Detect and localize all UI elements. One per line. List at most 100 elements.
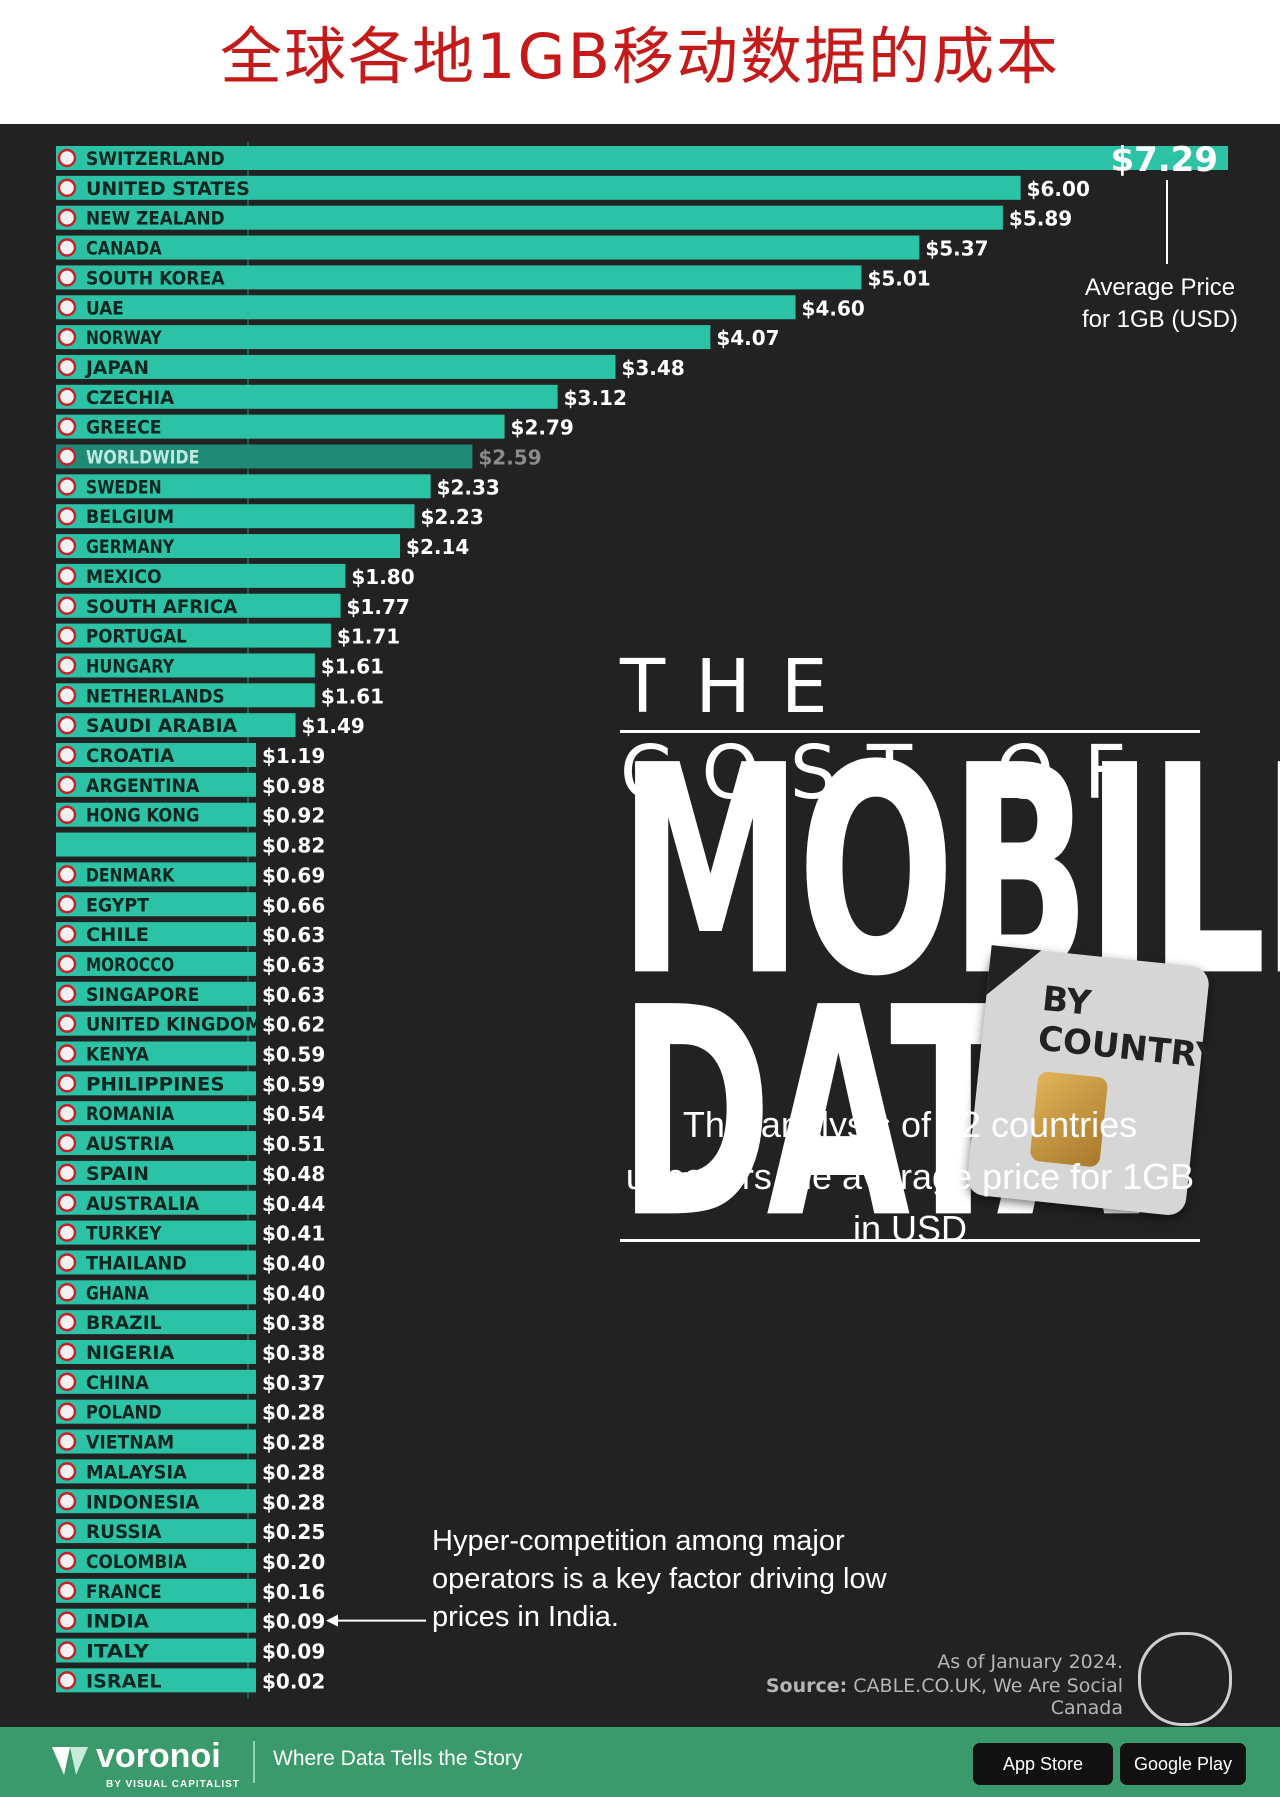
voronoi-logo-icon: [52, 1747, 88, 1775]
bar: [56, 802, 256, 827]
bar: [56, 384, 558, 409]
flag-icon: [57, 715, 77, 735]
flag-icon: [57, 745, 77, 765]
value-label: $0.59: [262, 1072, 325, 1096]
average-price-note: Average Price for 1GB (USD): [1081, 274, 1239, 333]
bar: [56, 623, 331, 648]
category-label: ROMANIA: [86, 1103, 174, 1125]
category-label: MOROCCO: [86, 954, 174, 976]
value-label: $0.02: [262, 1669, 325, 1693]
flag-icon: [57, 626, 77, 645]
flag-icon: [57, 148, 77, 168]
category-label: TURKEY: [86, 1223, 162, 1245]
category-label: SAUDI ARABIA: [86, 715, 237, 737]
bar: [56, 892, 256, 917]
bar: [56, 683, 315, 708]
value-label: $0.63: [262, 923, 325, 947]
flag-icon: [57, 387, 77, 407]
google-play-button[interactable]: Google Play: [1120, 1743, 1246, 1785]
category-label: SOUTH KOREA: [86, 267, 225, 289]
headline-rule-top: [620, 730, 1200, 733]
bar: [56, 1369, 256, 1394]
category-label: AUSTRIA: [86, 1133, 174, 1155]
value-label: $0.62: [262, 1013, 325, 1037]
bar: [56, 534, 401, 559]
value-label: $0.38: [262, 1311, 325, 1335]
bar: [56, 1220, 256, 1245]
value-label: $7.29: [1110, 140, 1218, 180]
bar: [56, 862, 256, 887]
visual-capitalist-logo-icon: [1138, 1632, 1232, 1726]
india-note: Hyper-competition among major operators …: [432, 1525, 887, 1633]
value-label: $0.25: [262, 1520, 325, 1544]
bar: [56, 1131, 256, 1156]
bar: [56, 981, 256, 1006]
bar: [56, 414, 505, 439]
flag-icon: [57, 178, 77, 198]
flag-icon: [57, 1372, 77, 1392]
category-label: INDONESIA: [86, 1491, 200, 1513]
value-label: $1.80: [351, 565, 414, 589]
flag-icon: [57, 1432, 77, 1451]
value-label: $2.79: [511, 416, 574, 440]
bar: [56, 832, 256, 857]
value-label: $2.33: [437, 475, 500, 499]
category-label: JAPAN: [84, 357, 149, 379]
value-label: $2.23: [421, 505, 484, 529]
flag-icon: [57, 1074, 77, 1093]
flag-icon: [57, 805, 77, 824]
flag-icon: [57, 1193, 77, 1212]
value-label: $0.59: [262, 1043, 325, 1067]
value-label: $0.44: [262, 1192, 325, 1216]
category-label: DENMARK: [86, 864, 175, 886]
india-arrowhead: [326, 1614, 338, 1627]
value-label: $0.40: [262, 1251, 325, 1275]
flag-icon: [57, 1521, 77, 1541]
tagline: Where Data Tells the Story: [273, 1747, 523, 1770]
value-label: $3.12: [564, 386, 627, 410]
bar: [56, 1101, 256, 1126]
brand-name: voronoi: [96, 1737, 221, 1775]
flag-icon: [57, 298, 77, 317]
category-label: CROATIA: [86, 745, 174, 767]
category-label: NORWAY: [86, 327, 162, 349]
value-label: $0.09: [262, 1610, 325, 1634]
category-label: MEXICO: [86, 566, 162, 588]
bar: [56, 1459, 256, 1484]
value-label: $1.77: [347, 595, 410, 619]
bar: [56, 1608, 256, 1633]
headline-rule-bottom: [620, 1239, 1200, 1242]
value-label: $0.98: [262, 774, 325, 798]
category-label: VIETNAM: [86, 1432, 174, 1454]
value-label: $0.51: [262, 1132, 325, 1156]
title-bar: 全球各地1GB移动数据的成本: [0, 0, 1280, 124]
value-label: $1.19: [262, 744, 325, 768]
category-label: NEW ZEALAND: [86, 208, 225, 230]
flag-icon: [57, 596, 77, 615]
flag-icon: [57, 1611, 77, 1630]
app-store-button[interactable]: App Store: [973, 1743, 1113, 1785]
category-label: MALAYSIA: [86, 1461, 187, 1483]
bar: [56, 922, 256, 947]
category-label: GERMANY: [86, 536, 174, 558]
bar: [56, 1668, 256, 1693]
headline-line1: THE COST OF: [620, 644, 1157, 816]
source-line: Source: CABLE.CO.UK, We Are Social Canad…: [700, 1675, 1123, 1719]
bar: [56, 951, 256, 976]
bar: [56, 1519, 256, 1544]
flag-icon: [57, 1492, 77, 1511]
value-label: $2.59: [478, 446, 541, 470]
value-label: $5.01: [867, 266, 930, 290]
value-label: $0.16: [262, 1580, 325, 1604]
bar: [56, 563, 346, 588]
sim-badge-line1: BY: [1040, 978, 1093, 1024]
value-label: $0.28: [262, 1460, 325, 1484]
value-label: $0.66: [262, 893, 325, 917]
as-of-date: As of January 2024.: [937, 1651, 1123, 1673]
infographic: SWITZERLAND $7.29 UNITED STATES $6.00 NEW ZE…: [0, 124, 1280, 1727]
bar: [56, 1429, 256, 1454]
category-label: PORTUGAL: [86, 626, 187, 648]
category-label: SPAIN: [86, 1163, 149, 1185]
flag-icon: [57, 447, 77, 466]
bar: [56, 265, 862, 290]
